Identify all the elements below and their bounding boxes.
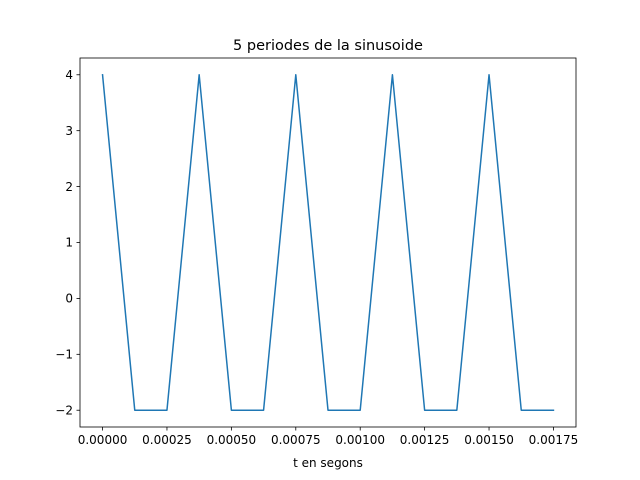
y-tick-label: 2 [65,180,73,194]
x-axis: 0.00000 0.00025 0.00050 0.00075 0.00100 0.001… [78,427,579,447]
chart-title: 5 periodes de la sinusoide [233,38,423,54]
y-tick-label: 1 [65,236,73,250]
x-axis-title: t en segons [293,456,363,470]
y-axis: −2 −1 0 1 2 3 4 [55,68,80,417]
y-tick-label: −2 [55,403,73,417]
y-tick-label: 4 [65,68,73,82]
x-tick-label: 0.00025 [142,433,192,447]
x-tick-label: 0.00075 [271,433,321,447]
plot-frame [79,57,577,428]
y-tick-label: −1 [55,348,73,362]
x-tick-label: 0.00100 [335,433,385,447]
x-tick-label: 0.00125 [400,433,450,447]
x-tick-label: 0.00000 [78,433,128,447]
y-tick-label: 0 [65,292,73,306]
x-tick-label: 0.00050 [207,433,257,447]
plot-area [101,73,555,411]
x-tick-label: 0.00175 [529,433,579,447]
x-tick-label: 0.00150 [464,433,514,447]
series-line [101,73,555,411]
y-tick-label: 3 [65,124,73,138]
